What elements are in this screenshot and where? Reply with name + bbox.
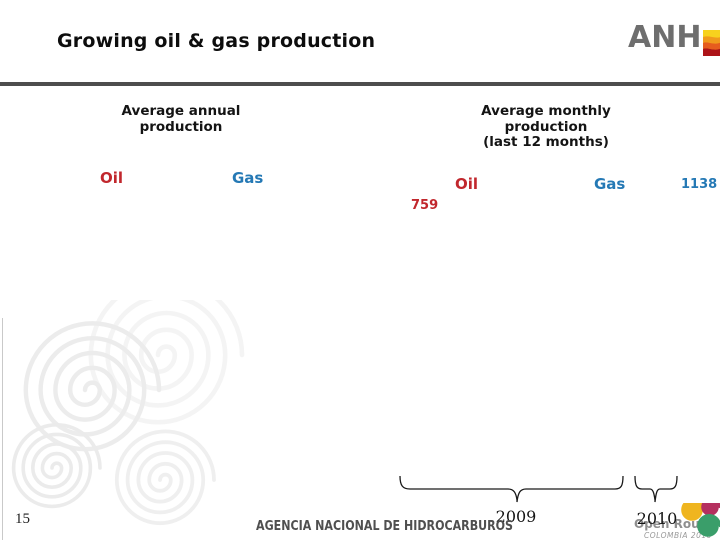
monthly-oil-legend: Oil	[455, 175, 479, 193]
agency-footer-text: AGENCIA NACIONAL DE HIDROCARBUROS	[256, 518, 514, 534]
slide-title: Growing oil & gas production	[57, 30, 376, 52]
open-round-logo-text: Open Round	[634, 517, 717, 531]
anh-flag-icon	[703, 30, 720, 56]
year-label-2009: 2009	[495, 507, 537, 526]
year-label-2010: 2010	[636, 509, 678, 528]
page-number: 15	[15, 511, 30, 527]
monthly-gas-value: 1138	[681, 177, 718, 192]
open-round-logo: Open Round COLOMBIA 2010	[628, 503, 720, 540]
anh-logo: ANH	[628, 23, 720, 56]
annual-chart-heading: Average annual production	[121, 103, 241, 135]
year-group-braces	[399, 475, 678, 503]
monthly-oil-value: 759	[411, 198, 439, 213]
anh-logo-text: ANH	[628, 20, 702, 55]
open-round-logo-subtitle: COLOMBIA 2010	[644, 531, 712, 540]
monthly-chart-heading: Average monthly production (last 12 mont…	[481, 103, 611, 150]
title-divider-rule	[0, 82, 720, 86]
left-edge-line	[2, 318, 3, 540]
monthly-gas-legend: Gas	[594, 175, 626, 193]
annual-oil-legend: Oil	[100, 169, 124, 187]
annual-gas-legend: Gas	[232, 169, 264, 187]
spiral-watermark	[11, 300, 340, 526]
